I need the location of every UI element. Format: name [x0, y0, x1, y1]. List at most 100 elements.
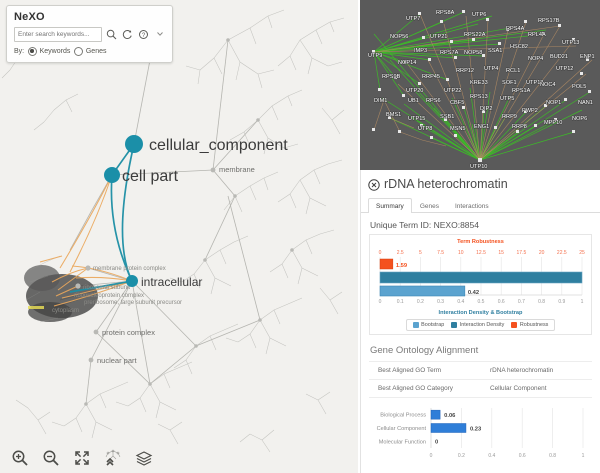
svg-text:0.8: 0.8: [538, 299, 545, 305]
svg-text:0.9: 0.9: [558, 299, 565, 305]
robustness-chart: Term Robustness 0 2.5 5 7.5 10 12.5 15 17.5 20 22…: [369, 234, 592, 335]
reset-icon[interactable]: [121, 28, 134, 41]
gene-label: UB1: [408, 98, 419, 104]
ontology-minor-label: membrane protein complex: [93, 266, 166, 272]
search-row: ?: [14, 27, 166, 42]
ontology-node-cellular-component[interactable]: [125, 135, 143, 153]
svg-text:15: 15: [498, 250, 504, 256]
table-row: Best Aligned GO Term rDNA heterochromati…: [369, 361, 592, 379]
gene-label: MSN5: [450, 126, 466, 132]
gene-label: IMP3: [414, 48, 427, 54]
ontology-minor-label: membrane: [219, 165, 255, 174]
zoom-in-button[interactable]: [10, 448, 30, 468]
svg-text:20: 20: [539, 250, 545, 256]
gene-network-graph: UTP9 UTP7 RPS8A UTP6 RPS17B NOP56 UTP21 …: [360, 0, 600, 170]
go-term-key: Best Aligned GO Term: [378, 367, 442, 374]
svg-text:Cellular Component: Cellular Component: [377, 426, 427, 432]
go-similarity-chart: 0 0.2 0.4 0.6 0.8 1 Biological Process 0.06 Cell…: [369, 404, 592, 466]
legend-swatch-bootstrap: [412, 322, 419, 328]
gene-label: RPS9B: [382, 74, 401, 80]
svg-text:0.7: 0.7: [518, 299, 525, 305]
ontology-minor-label: protein complex: [102, 328, 155, 337]
svg-text:0.4: 0.4: [457, 299, 464, 305]
gene-label: RCL1: [506, 68, 520, 74]
svg-text:0.06: 0.06: [444, 413, 456, 419]
legend-swatch-robustness: [511, 322, 518, 328]
gene-label: UTP8: [418, 126, 432, 132]
svg-text:0: 0: [430, 453, 433, 459]
gene-label: NOP6: [572, 116, 587, 122]
chart-xlabel-interaction-density: Interaction Density & Bootstrap: [438, 310, 523, 316]
ontology-node-label-cell-part: cell part: [122, 168, 179, 185]
app-title: NeXO: [14, 11, 45, 23]
tab-summary[interactable]: Summary: [368, 198, 412, 213]
gene-label: POL5: [572, 84, 586, 90]
svg-text:0: 0: [379, 250, 382, 256]
ontology-node-intracellular[interactable]: [126, 275, 138, 287]
fit-screen-button[interactable]: [72, 448, 92, 468]
page-title: rDNA heterochromatin: [384, 177, 508, 191]
svg-text:0.6: 0.6: [519, 453, 526, 459]
search-icon[interactable]: [105, 28, 118, 41]
svg-text:0.4: 0.4: [488, 453, 495, 459]
svg-text:0: 0: [435, 440, 438, 446]
legend-item-bootstrap[interactable]: Bootstrap: [412, 322, 444, 328]
search-panel: NeXO ? By: Keywor: [6, 5, 173, 63]
legend-item-robustness[interactable]: Robustness: [511, 322, 548, 328]
legend-item-interaction-density[interactable]: Interaction Density: [451, 322, 504, 328]
gene-label-hub-bottom: UTP10: [470, 164, 487, 170]
svg-text:0.6: 0.6: [498, 299, 505, 305]
layers-button[interactable]: [134, 448, 154, 468]
gene-label: UTP22: [444, 88, 461, 94]
svg-text:0.2: 0.2: [458, 453, 465, 459]
svg-text:0.5: 0.5: [478, 299, 485, 305]
gene-label: RPS1A: [512, 88, 531, 94]
radio-keywords-dot[interactable]: [28, 47, 38, 56]
collapse-button[interactable]: [103, 448, 123, 468]
tab-interactions[interactable]: Interactions: [454, 203, 489, 210]
table-row: Best Aligned GO Category Cellular Compon…: [369, 379, 592, 398]
ontology-minor-label: ribonucleoprotein complex: [74, 293, 144, 299]
go-alignment-title: Gene Ontology Alignment: [370, 345, 479, 356]
gene-label: UTP21: [430, 34, 447, 40]
svg-text:0: 0: [379, 299, 382, 305]
go-category-value: Cellular Component: [490, 385, 547, 392]
svg-text:17.5: 17.5: [517, 250, 527, 256]
chart-legend: Bootstrap Interaction Density Robustness: [370, 319, 591, 331]
robustness-chart-svg: 0 2.5 5 7.5 10 12.5 15 17.5 20 22.5 25 0 0.1 0.2 0.3 0.…: [379, 250, 585, 305]
ontology-minor-label: cytoplasm: [52, 308, 79, 314]
gene-label: UTP7: [406, 16, 420, 22]
unique-term-id: Unique Term ID: NEXO:8854: [370, 220, 479, 230]
legend-label-interaction-density: Interaction Density: [459, 322, 505, 328]
gene-label: UTP20: [406, 88, 423, 94]
svg-text:5: 5: [419, 250, 422, 256]
svg-text:25: 25: [579, 250, 585, 256]
gene-label: UTP9: [368, 53, 382, 59]
tab-genes[interactable]: Genes: [419, 203, 439, 210]
gene-label: UTP12: [556, 66, 573, 72]
ontology-node-label-cellular-component: cellular_component: [149, 137, 288, 154]
gene-label: UTP5: [500, 96, 514, 102]
zoom-out-button[interactable]: [41, 448, 61, 468]
gene-label: UTP13: [562, 40, 579, 46]
gene-label: NOP56: [390, 34, 408, 40]
biological-process-heading: Biological Process: [361, 466, 600, 473]
radio-keywords-label: Keywords: [39, 48, 71, 55]
gene-network-view[interactable]: UTP9 UTP7 RPS8A UTP6 RPS17B NOP56 UTP21 …: [360, 0, 600, 170]
radio-genes-dot[interactable]: [74, 47, 84, 56]
search-input[interactable]: [14, 27, 102, 42]
ontology-node-cell-part[interactable]: [104, 167, 120, 183]
close-circle-icon[interactable]: [368, 178, 380, 191]
svg-text:1: 1: [581, 299, 584, 305]
help-icon[interactable]: ?: [137, 28, 150, 41]
collapse-icon[interactable]: [153, 28, 166, 41]
gene-label: DIP2: [480, 106, 492, 112]
svg-text:0.3: 0.3: [437, 299, 444, 305]
radio-keywords[interactable]: Keywords: [28, 47, 70, 56]
gene-label: RRP12: [456, 68, 474, 74]
ontology-graph: membrane protein complex nuclear part me…: [1, 9, 345, 453]
ontology-network-view[interactable]: membrane protein complex nuclear part me…: [0, 0, 358, 473]
radio-genes[interactable]: Genes: [74, 47, 106, 56]
gene-label: RRP45: [422, 74, 440, 80]
